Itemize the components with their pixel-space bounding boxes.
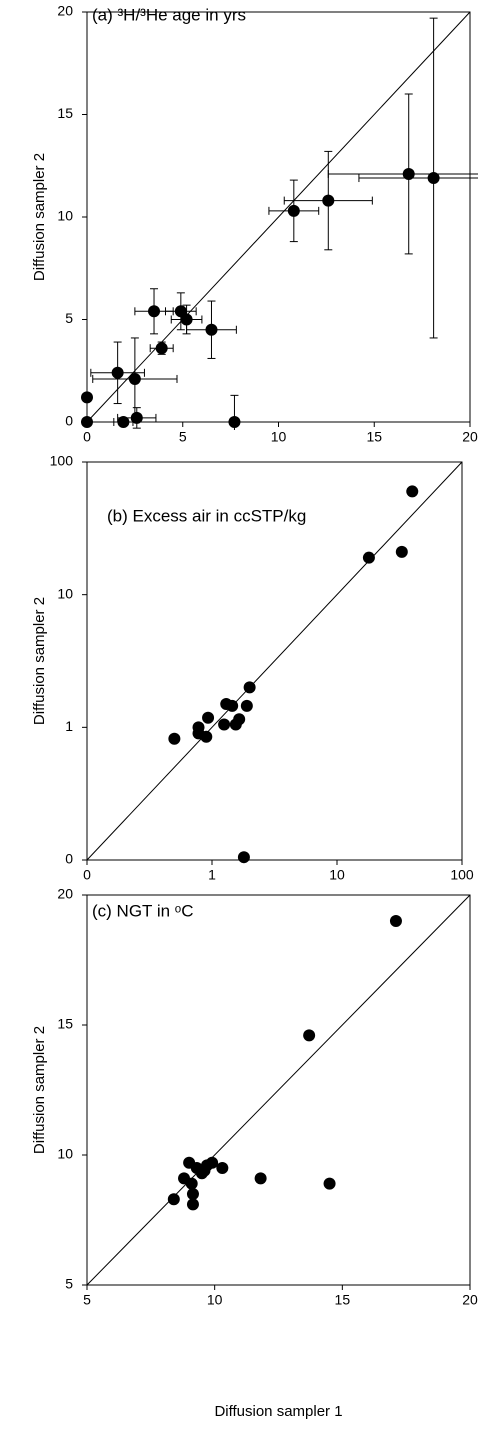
one-to-one-line: [86, 894, 471, 1286]
data-point: [303, 1029, 316, 1042]
data-point: [218, 718, 231, 731]
y-tick-label: 15: [57, 105, 73, 121]
data-point: [206, 1156, 219, 1169]
data-point: [216, 1162, 229, 1174]
data-point: [192, 721, 205, 734]
data-point: [427, 172, 440, 185]
x-tick-label: 10: [329, 867, 345, 883]
y-tick-label: 10: [57, 208, 73, 224]
data-layer: [81, 17, 478, 430]
x-tick-label: 20: [462, 429, 478, 445]
data-point: [323, 1177, 336, 1190]
data-point: [130, 411, 143, 424]
data-point: [81, 416, 93, 428]
x-tick-label: 5: [83, 1292, 91, 1308]
y-axis-label: Diffusion sampler 2: [31, 1026, 48, 1154]
data-point: [226, 699, 239, 712]
data-point: [402, 167, 415, 180]
data-point: [240, 699, 253, 712]
panel-title: (c) NGT in ᵒC: [92, 901, 194, 920]
y-tick-label: 10: [57, 1146, 73, 1162]
x-tick-label: 15: [335, 1292, 351, 1308]
y-tick-label: 5: [65, 310, 73, 326]
x-tick-label: 20: [462, 1292, 478, 1308]
data-point: [237, 851, 250, 864]
data-point: [362, 551, 375, 564]
panel-title: (b) Excess air in ccSTP/kg: [107, 506, 306, 525]
data-point: [186, 1188, 199, 1200]
one-to-one-line: [86, 11, 471, 423]
x-tick-label: 10: [207, 1292, 223, 1308]
y-tick-label: 10: [57, 585, 73, 601]
x-tick-label: 0: [83, 429, 91, 445]
data-point: [389, 915, 402, 927]
y-axis-label: Diffusion sampler 2: [31, 153, 48, 281]
data-point: [128, 372, 141, 385]
y-tick-label: 0: [65, 851, 73, 867]
data-point: [205, 323, 218, 336]
x-tick-label: 10: [271, 429, 287, 445]
y-tick-label: 20: [57, 886, 73, 902]
data-point: [117, 416, 130, 428]
y-tick-label: 20: [57, 3, 73, 19]
data-point: [322, 194, 335, 207]
data-point: [233, 713, 246, 726]
data-layer: [167, 915, 402, 1211]
data-point: [155, 342, 168, 355]
data-point: [200, 730, 213, 743]
panel-title: (a) ³H/³He age in yrs: [92, 5, 246, 24]
data-point: [81, 391, 93, 404]
one-to-one-line: [86, 461, 463, 861]
data-point: [202, 711, 215, 724]
data-point: [287, 204, 300, 217]
data-point: [185, 1177, 198, 1190]
data-point: [395, 545, 408, 558]
x-axis-label: Diffusion sampler 1: [214, 1403, 342, 1420]
data-point: [254, 1172, 267, 1185]
data-layer: [168, 485, 419, 864]
data-point: [148, 305, 161, 318]
plot-frame: [86, 461, 463, 861]
x-tick-label: 100: [450, 867, 474, 883]
x-tick-label: 5: [179, 429, 187, 445]
x-tick-label: 1: [208, 867, 216, 883]
y-tick-label: 0: [65, 413, 73, 429]
data-point: [167, 1193, 180, 1206]
plot-frame: [86, 894, 471, 1286]
y-axis-label: Diffusion sampler 2: [31, 597, 48, 725]
data-point: [186, 1198, 199, 1211]
y-tick-label: 5: [65, 1276, 73, 1292]
data-point: [228, 416, 241, 428]
y-tick-label: 15: [57, 1016, 73, 1032]
y-tick-label: 1: [65, 718, 73, 734]
data-point: [111, 366, 124, 379]
x-tick-label: 15: [366, 429, 382, 445]
y-tick-label: 100: [50, 453, 74, 469]
x-tick-label: 0: [83, 867, 91, 883]
data-point: [243, 681, 256, 694]
data-point: [406, 485, 419, 498]
data-point: [180, 313, 193, 326]
data-point: [168, 732, 181, 745]
